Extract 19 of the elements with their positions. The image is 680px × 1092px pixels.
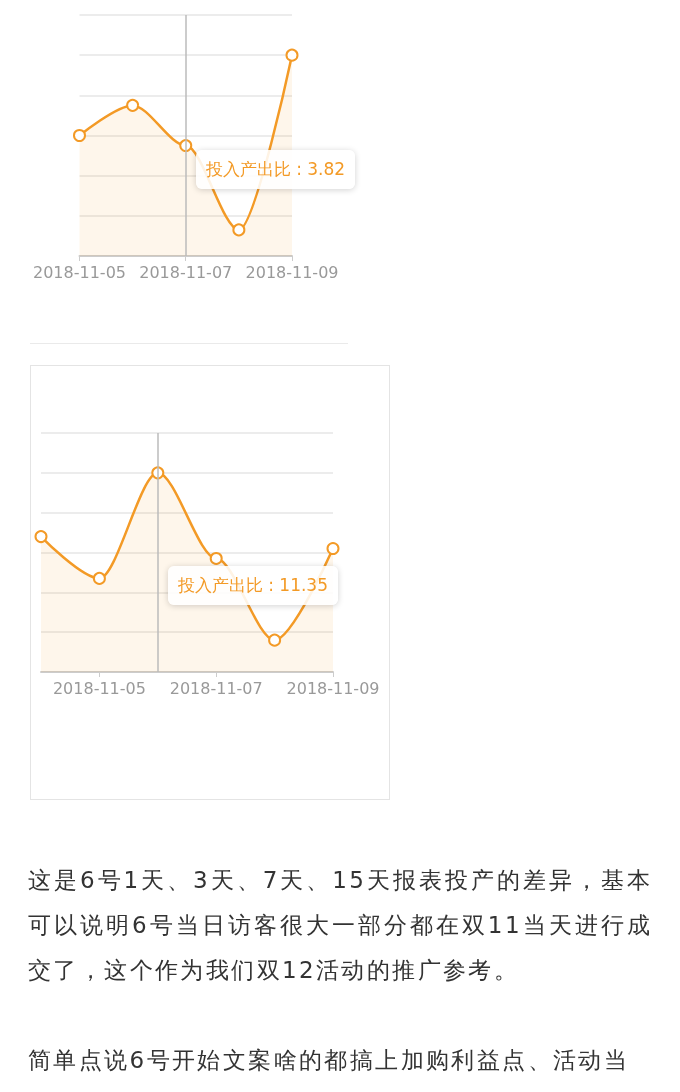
text: 这是6号1天、3天、7天、15天报表投产的差异，基本可以说明6号当日访客很大一部分都在双11当天进行成交了，这个作为我们双12活动的推广参考。 [28,866,652,985]
point [285,48,299,62]
point [126,98,140,112]
x-tick-label: 2018-11-05 [33,262,126,282]
point [326,542,340,556]
x-tick-label: 2018-11-05 [52,678,146,698]
text: 简单点说6号开始文案啥的都搞上加购利益点、活动当 [28,1046,631,1075]
point [92,571,106,585]
x-tick-label: 2018-11-07 [139,262,233,282]
point [209,551,223,565]
x-tick-label: 2018-11-07 [169,678,263,698]
ref-line-label: 投入产出比 : 3.82 [195,149,356,189]
point [34,530,48,544]
x-tick-label: 2018-11-09 [245,262,339,282]
ref-line-label: 投入产出比 : 11.35 [167,566,338,606]
point [232,223,246,237]
x-tick-label: 2018-11-09 [286,678,380,698]
point [268,633,282,647]
point [73,129,86,142]
